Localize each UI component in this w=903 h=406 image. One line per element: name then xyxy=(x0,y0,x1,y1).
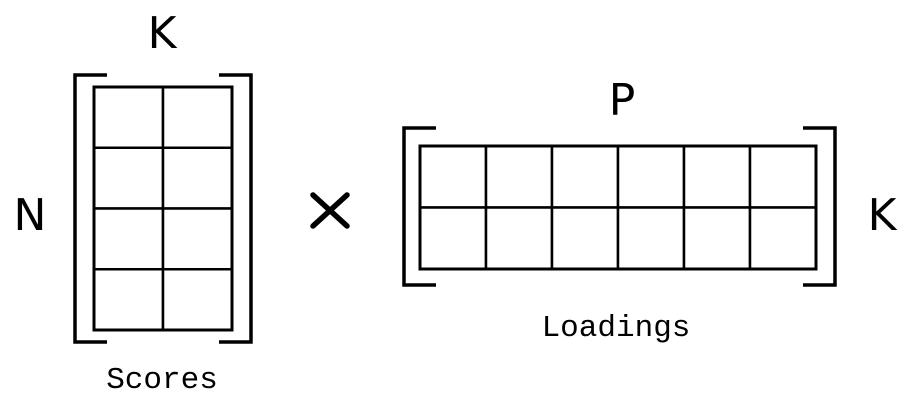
scores-matrix: K N Scores xyxy=(14,8,253,398)
loadings-cell-r1-c6 xyxy=(748,144,818,209)
loadings-cell-r2-c6 xyxy=(748,206,818,271)
loadings-right-bracket xyxy=(803,126,837,287)
loadings-cell-r2-c1 xyxy=(418,206,488,271)
scores-caption: Scores xyxy=(106,363,218,398)
loadings-col-label: P xyxy=(609,75,636,126)
scores-cell-r4-c1 xyxy=(92,268,165,332)
scores-cell-r1-c2 xyxy=(161,85,234,149)
loadings-cell-r2-c4 xyxy=(616,206,686,271)
scores-cell-r2-c1 xyxy=(92,146,165,210)
scores-row-label: N xyxy=(14,190,47,241)
loadings-cell-r1-c5 xyxy=(682,144,752,209)
loadings-cell-r2-c5 xyxy=(682,206,752,271)
scores-cell-r1-c1 xyxy=(92,85,165,149)
scores-cell-r4-c2 xyxy=(161,268,234,332)
scores-cell-r2-c2 xyxy=(161,146,234,210)
loadings-grid xyxy=(418,144,818,271)
scores-frame xyxy=(92,85,234,332)
loadings-cell-r2-c3 xyxy=(550,206,620,271)
scores-cell-r3-c2 xyxy=(161,207,234,271)
scores-right-bracket xyxy=(219,73,253,344)
loadings-row-label: K xyxy=(868,190,898,241)
loadings-cell-r1-c4 xyxy=(616,144,686,209)
loadings-cell-r2-c2 xyxy=(484,206,554,271)
scores-grid xyxy=(92,85,234,332)
loadings-cell-r1-c1 xyxy=(418,144,488,209)
loadings-left-bracket xyxy=(402,126,436,287)
loadings-frame xyxy=(418,144,818,271)
loadings-matrix: P K Loadings xyxy=(402,75,898,346)
scores-left-bracket xyxy=(73,73,107,344)
loadings-cell-r1-c3 xyxy=(550,144,620,209)
multiply-icon-stroke-b xyxy=(310,192,350,229)
scores-col-label: K xyxy=(148,8,178,59)
multiply-operator xyxy=(310,192,350,229)
loadings-cell-r1-c2 xyxy=(484,144,554,209)
scores-cell-r3-c1 xyxy=(92,207,165,271)
loadings-caption: Loadings xyxy=(542,311,691,346)
